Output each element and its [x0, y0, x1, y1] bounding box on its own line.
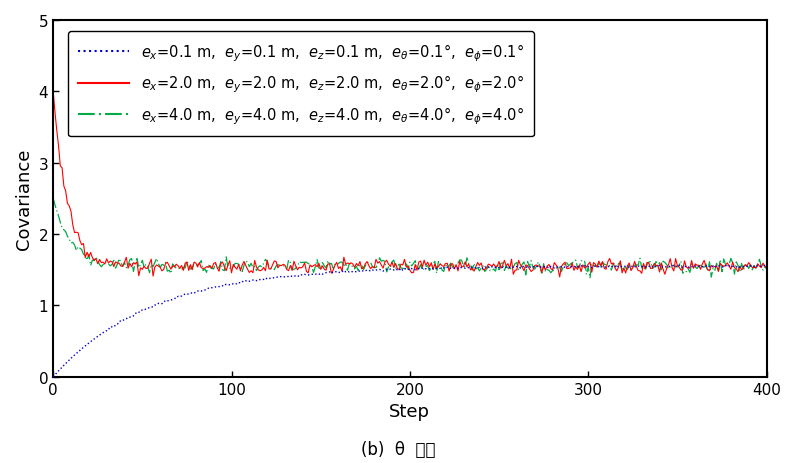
X-axis label: Step: Step: [389, 402, 431, 420]
Y-axis label: Covariance: Covariance: [15, 148, 33, 250]
Legend: $e_x$=0.1 m,  $e_y$=0.1 m,  $e_z$=0.1 m,  $e_{\theta}$=0.1°,  $e_{\phi}$=0.1°, $: $e_x$=0.1 m, $e_y$=0.1 m, $e_z$=0.1 m, $…: [68, 32, 533, 137]
Text: (b)  θ  방향: (b) θ 방향: [361, 440, 435, 458]
